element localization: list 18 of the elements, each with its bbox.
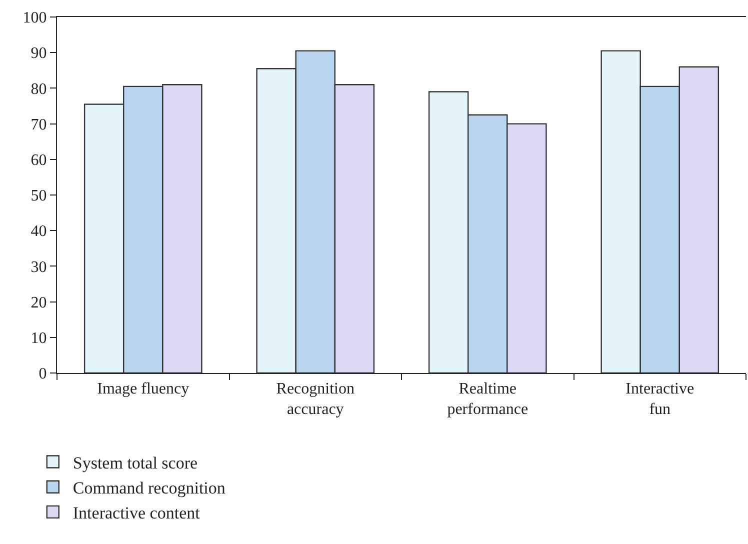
x-tick-label: Image fluency — [97, 380, 190, 398]
y-tick-label: 50 — [30, 188, 47, 205]
y-tick-label: 60 — [30, 152, 47, 169]
x-tick-label: Realtime performance — [447, 380, 528, 418]
x-tick-label: Recognition accuracy — [276, 380, 354, 418]
y-tick-label: 100 — [22, 10, 47, 27]
legend-label: System total score — [72, 453, 198, 472]
legend-label: Command recognition — [72, 478, 226, 498]
legend-label: Interactive content — [72, 504, 200, 523]
y-tick-label: 30 — [30, 258, 47, 276]
y-tick-label: 90 — [30, 45, 47, 62]
y-tick-label: 0 — [38, 366, 47, 383]
y-tick-label: 70 — [30, 116, 47, 134]
y-tick-label: 10 — [30, 330, 47, 347]
y-tick-label: 20 — [30, 294, 47, 312]
y-tick-label: 80 — [30, 80, 47, 98]
x-tick-label: Interactive fun — [626, 380, 694, 418]
y-tick-label: 40 — [30, 223, 47, 240]
